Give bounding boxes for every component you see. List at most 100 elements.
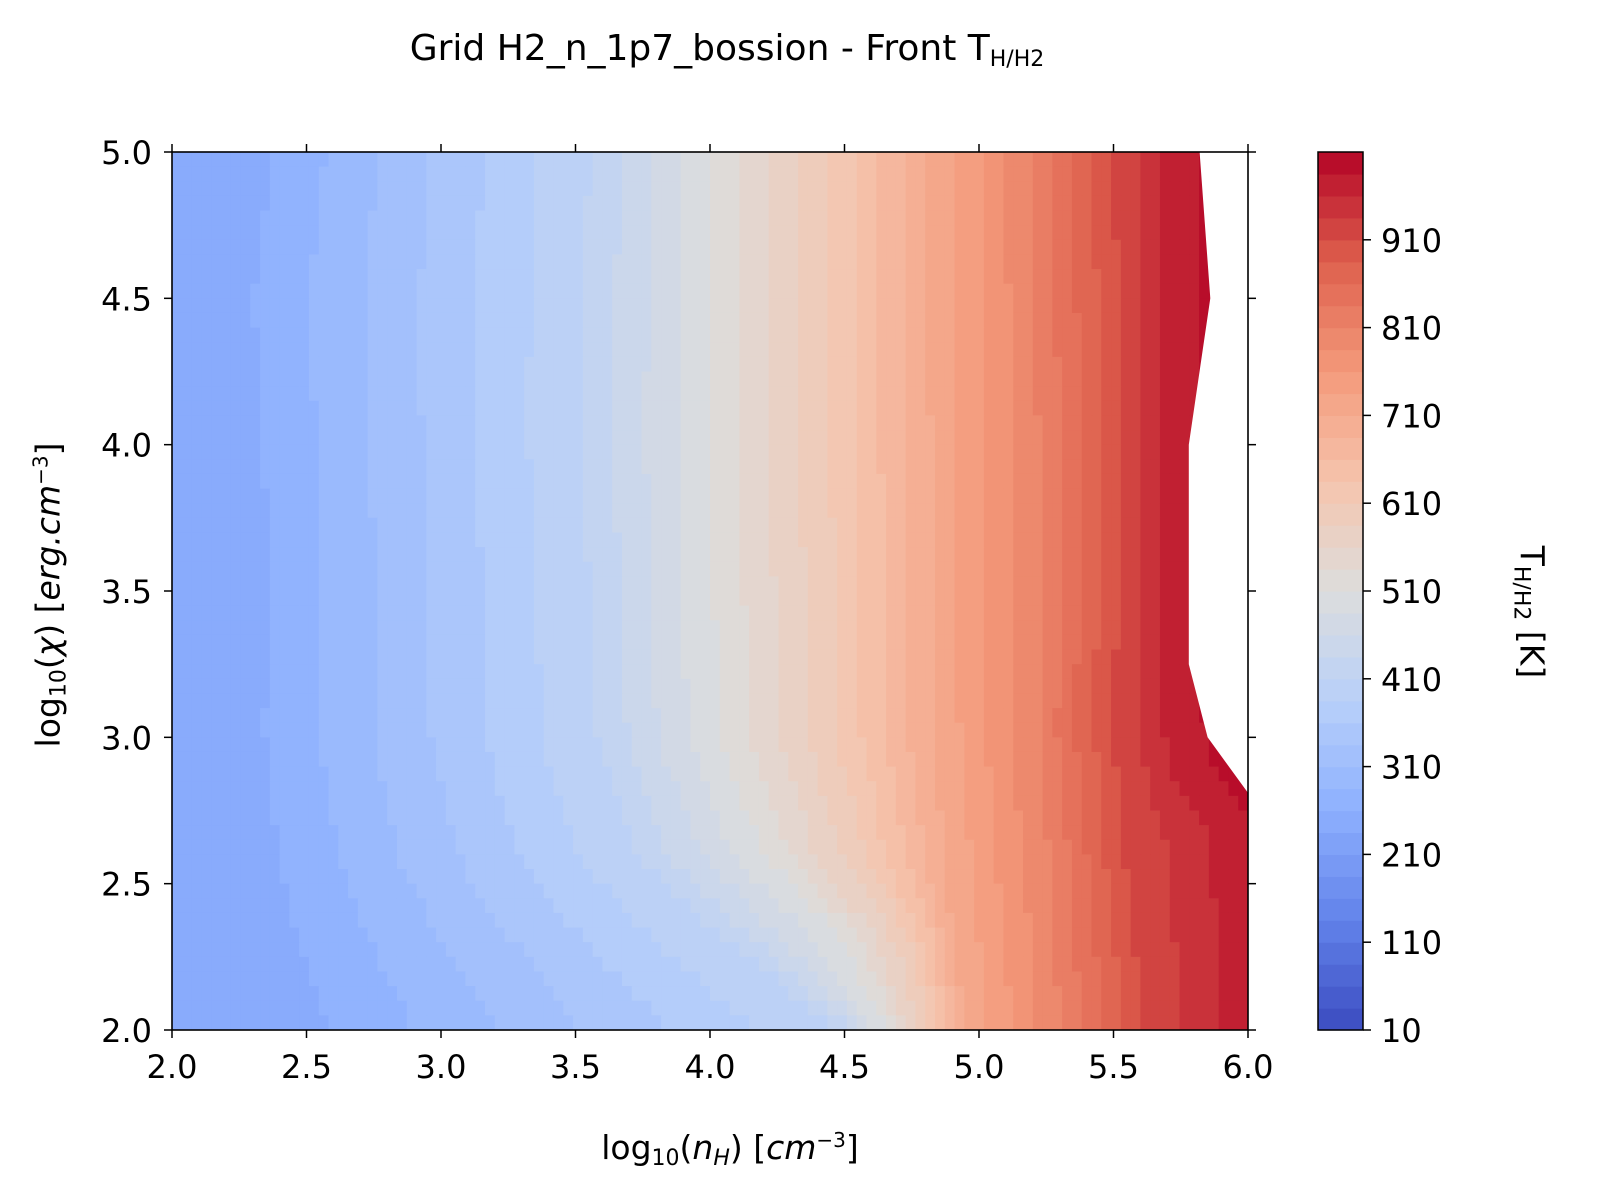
contour-cell <box>172 166 183 183</box>
contour-cell <box>934 386 946 402</box>
contour-cell <box>866 356 878 373</box>
contour-cell <box>661 503 672 519</box>
contour-cell <box>934 371 946 387</box>
contour-cell <box>1071 634 1083 651</box>
contour-cell <box>543 254 555 270</box>
contour-cell <box>445 751 457 768</box>
contour-cell <box>465 751 477 768</box>
contour-cell <box>396 210 408 226</box>
contour-cell <box>1169 298 1181 314</box>
contour-cell <box>934 152 946 168</box>
contour-cell <box>220 166 232 183</box>
contour-cell <box>954 781 966 797</box>
contour-cell <box>1189 356 1200 373</box>
contour-cell <box>1101 722 1112 739</box>
contour-cell <box>299 312 310 329</box>
contour-cell <box>406 283 418 300</box>
contour-cell <box>856 225 868 241</box>
contour-cell <box>396 708 408 724</box>
contour-cell <box>974 195 985 212</box>
contour-cell <box>739 532 750 548</box>
contour-cell <box>445 254 457 270</box>
contour-cell <box>181 532 193 548</box>
contour-cell <box>602 283 613 300</box>
contour-cell <box>269 269 281 285</box>
contour-cell <box>1159 678 1171 695</box>
contour-cell <box>592 371 604 387</box>
contour-cell <box>993 269 1005 285</box>
contour-cell <box>338 327 349 344</box>
contour-cell <box>602 561 613 578</box>
contour-cell <box>1159 327 1171 344</box>
contour-cell <box>1169 576 1181 592</box>
contour-cell <box>817 591 829 607</box>
contour-cell <box>592 664 604 680</box>
contour-cell <box>367 473 379 490</box>
contour-cell <box>1101 781 1112 797</box>
contour-cell <box>670 795 682 812</box>
contour-cell <box>533 678 545 695</box>
contour-cell <box>1189 225 1200 241</box>
contour-cell <box>387 693 398 709</box>
contour-cell <box>1052 766 1063 783</box>
contour-cell <box>436 283 447 300</box>
contour-cell <box>592 517 604 534</box>
contour-cell <box>377 693 388 709</box>
contour-cell <box>690 356 702 373</box>
contour-cell <box>621 591 633 607</box>
contour-cell <box>289 283 300 300</box>
contour-cell <box>1062 678 1073 695</box>
contour-cell <box>876 634 887 651</box>
contour-cell <box>524 488 535 504</box>
contour-cell <box>1179 678 1191 695</box>
contour-cell <box>348 795 359 812</box>
contour-cell <box>573 678 584 695</box>
contour-cell <box>279 547 291 563</box>
contour-cell <box>1013 210 1024 226</box>
contour-cell <box>856 327 868 344</box>
contour-cell <box>915 298 926 314</box>
contour-cell <box>612 781 623 797</box>
contour-cell <box>1120 400 1132 417</box>
contour-cell <box>1042 342 1054 358</box>
contour-cell <box>866 327 878 344</box>
contour-cell <box>934 766 946 783</box>
contour-cell <box>191 810 203 826</box>
contour-cell <box>299 459 310 475</box>
contour-cell <box>1130 459 1142 475</box>
contour-cell <box>455 283 467 300</box>
contour-cell <box>338 751 349 768</box>
contour-cell <box>641 795 653 812</box>
contour-cell <box>191 254 203 270</box>
contour-cell <box>416 561 428 578</box>
contour-cell <box>974 751 985 768</box>
contour-cell <box>416 327 428 344</box>
contour-cell <box>954 473 966 490</box>
contour-cell <box>915 591 926 607</box>
contour-cell <box>582 210 594 226</box>
contour-cell <box>710 722 721 739</box>
contour-cell <box>895 269 907 285</box>
contour-cell <box>563 517 574 534</box>
contour-cell <box>621 166 633 183</box>
contour-cell <box>778 605 790 622</box>
contour-cell <box>1179 649 1191 665</box>
contour-cell <box>758 459 770 475</box>
contour-cell <box>318 210 330 226</box>
contour-cell <box>837 152 848 168</box>
contour-cell <box>719 766 731 783</box>
contour-cell <box>856 283 868 300</box>
contour-cell <box>514 781 525 797</box>
contour-cell <box>719 415 731 431</box>
contour-cell <box>318 327 330 344</box>
contour-cell <box>1091 239 1103 256</box>
contour-cell <box>944 693 956 709</box>
contour-cell <box>338 210 349 226</box>
contour-cell <box>485 459 496 475</box>
contour-cell <box>533 312 545 329</box>
contour-cell <box>827 708 838 724</box>
contour-cell <box>387 532 398 548</box>
contour-cell <box>817 503 829 519</box>
contour-cell <box>524 444 535 461</box>
contour-cell <box>328 181 340 197</box>
